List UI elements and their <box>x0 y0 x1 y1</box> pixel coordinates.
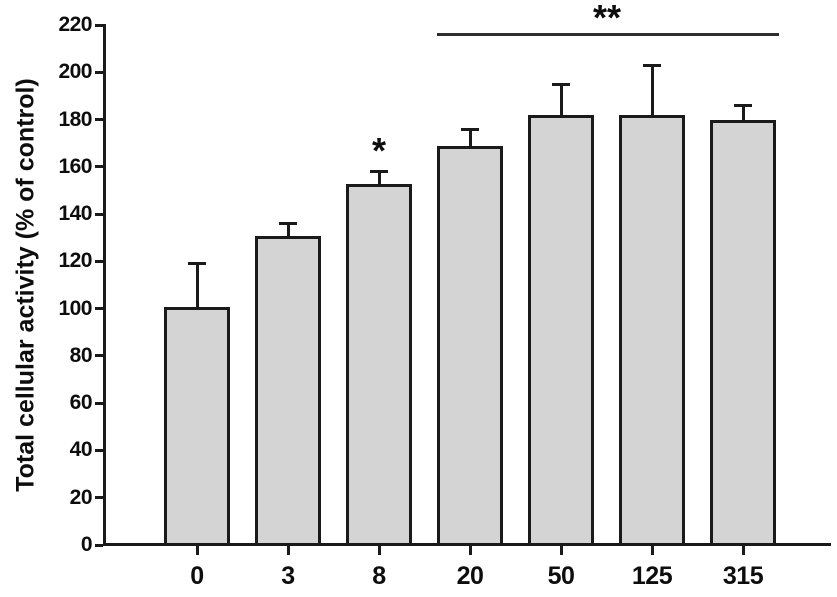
y-tick <box>95 165 103 168</box>
x-tick-label: 8 <box>372 562 386 590</box>
x-tick <box>378 546 381 555</box>
y-tick <box>95 24 103 27</box>
y-tick-label: 60 <box>69 391 93 414</box>
y-tick <box>95 260 103 263</box>
y-tick-label: 0 <box>80 533 93 556</box>
significance-star: * <box>371 130 387 171</box>
y-tick <box>95 118 103 121</box>
significance-line <box>437 33 779 36</box>
bar <box>619 115 685 546</box>
error-bar-cap <box>643 64 661 67</box>
y-tick-label: 200 <box>58 60 92 83</box>
x-tick <box>742 546 745 555</box>
x-tick <box>651 546 654 555</box>
x-tick-label: 125 <box>631 562 673 590</box>
x-tick <box>287 546 290 555</box>
y-tick <box>95 402 103 405</box>
error-bar-cap <box>279 222 297 225</box>
error-bar-cap <box>461 128 479 131</box>
y-tick-label: 120 <box>58 249 92 272</box>
error-bar-stem <box>287 224 290 240</box>
y-tick <box>95 213 103 216</box>
error-bar-cap <box>370 170 388 173</box>
error-bar-stem <box>378 172 381 188</box>
error-bar-stem <box>651 65 654 119</box>
x-tick-label: 0 <box>190 562 204 590</box>
y-tick <box>95 354 103 357</box>
y-tick-label: 160 <box>58 155 92 178</box>
y-tick-label: 220 <box>58 13 92 36</box>
y-tick <box>95 449 103 452</box>
error-bar-stem <box>469 129 472 150</box>
y-tick-label: 20 <box>69 486 93 509</box>
y-axis-line <box>103 24 106 546</box>
error-bar-cap <box>188 262 206 265</box>
y-tick-label: 40 <box>69 438 93 461</box>
bar <box>437 146 503 546</box>
x-tick <box>469 546 472 555</box>
y-axis-title: Total cellular activity (% of control) <box>11 78 40 492</box>
error-bar-stem <box>560 84 563 119</box>
y-tick <box>95 544 103 547</box>
y-tick <box>95 496 103 499</box>
bar <box>164 307 230 546</box>
x-tick-label: 3 <box>281 562 295 590</box>
error-bar-stem <box>742 105 745 124</box>
y-tick-label: 180 <box>58 108 92 131</box>
bar <box>346 184 412 546</box>
y-tick <box>95 307 103 310</box>
bar <box>528 115 594 546</box>
bar <box>710 120 776 546</box>
y-tick-label: 100 <box>58 297 92 320</box>
error-bar-cap <box>552 83 570 86</box>
x-tick-label: 20 <box>456 562 484 590</box>
x-tick <box>196 546 199 555</box>
y-tick-label: 140 <box>58 202 92 225</box>
x-tick-label: 315 <box>722 562 764 590</box>
bar <box>255 236 321 546</box>
y-tick <box>95 71 103 74</box>
error-bar-stem <box>196 264 199 311</box>
significance-label: ** <box>592 0 622 38</box>
x-tick-label: 50 <box>547 562 575 590</box>
error-bar-cap <box>734 104 752 107</box>
y-tick-label: 80 <box>69 344 93 367</box>
x-tick <box>560 546 563 555</box>
